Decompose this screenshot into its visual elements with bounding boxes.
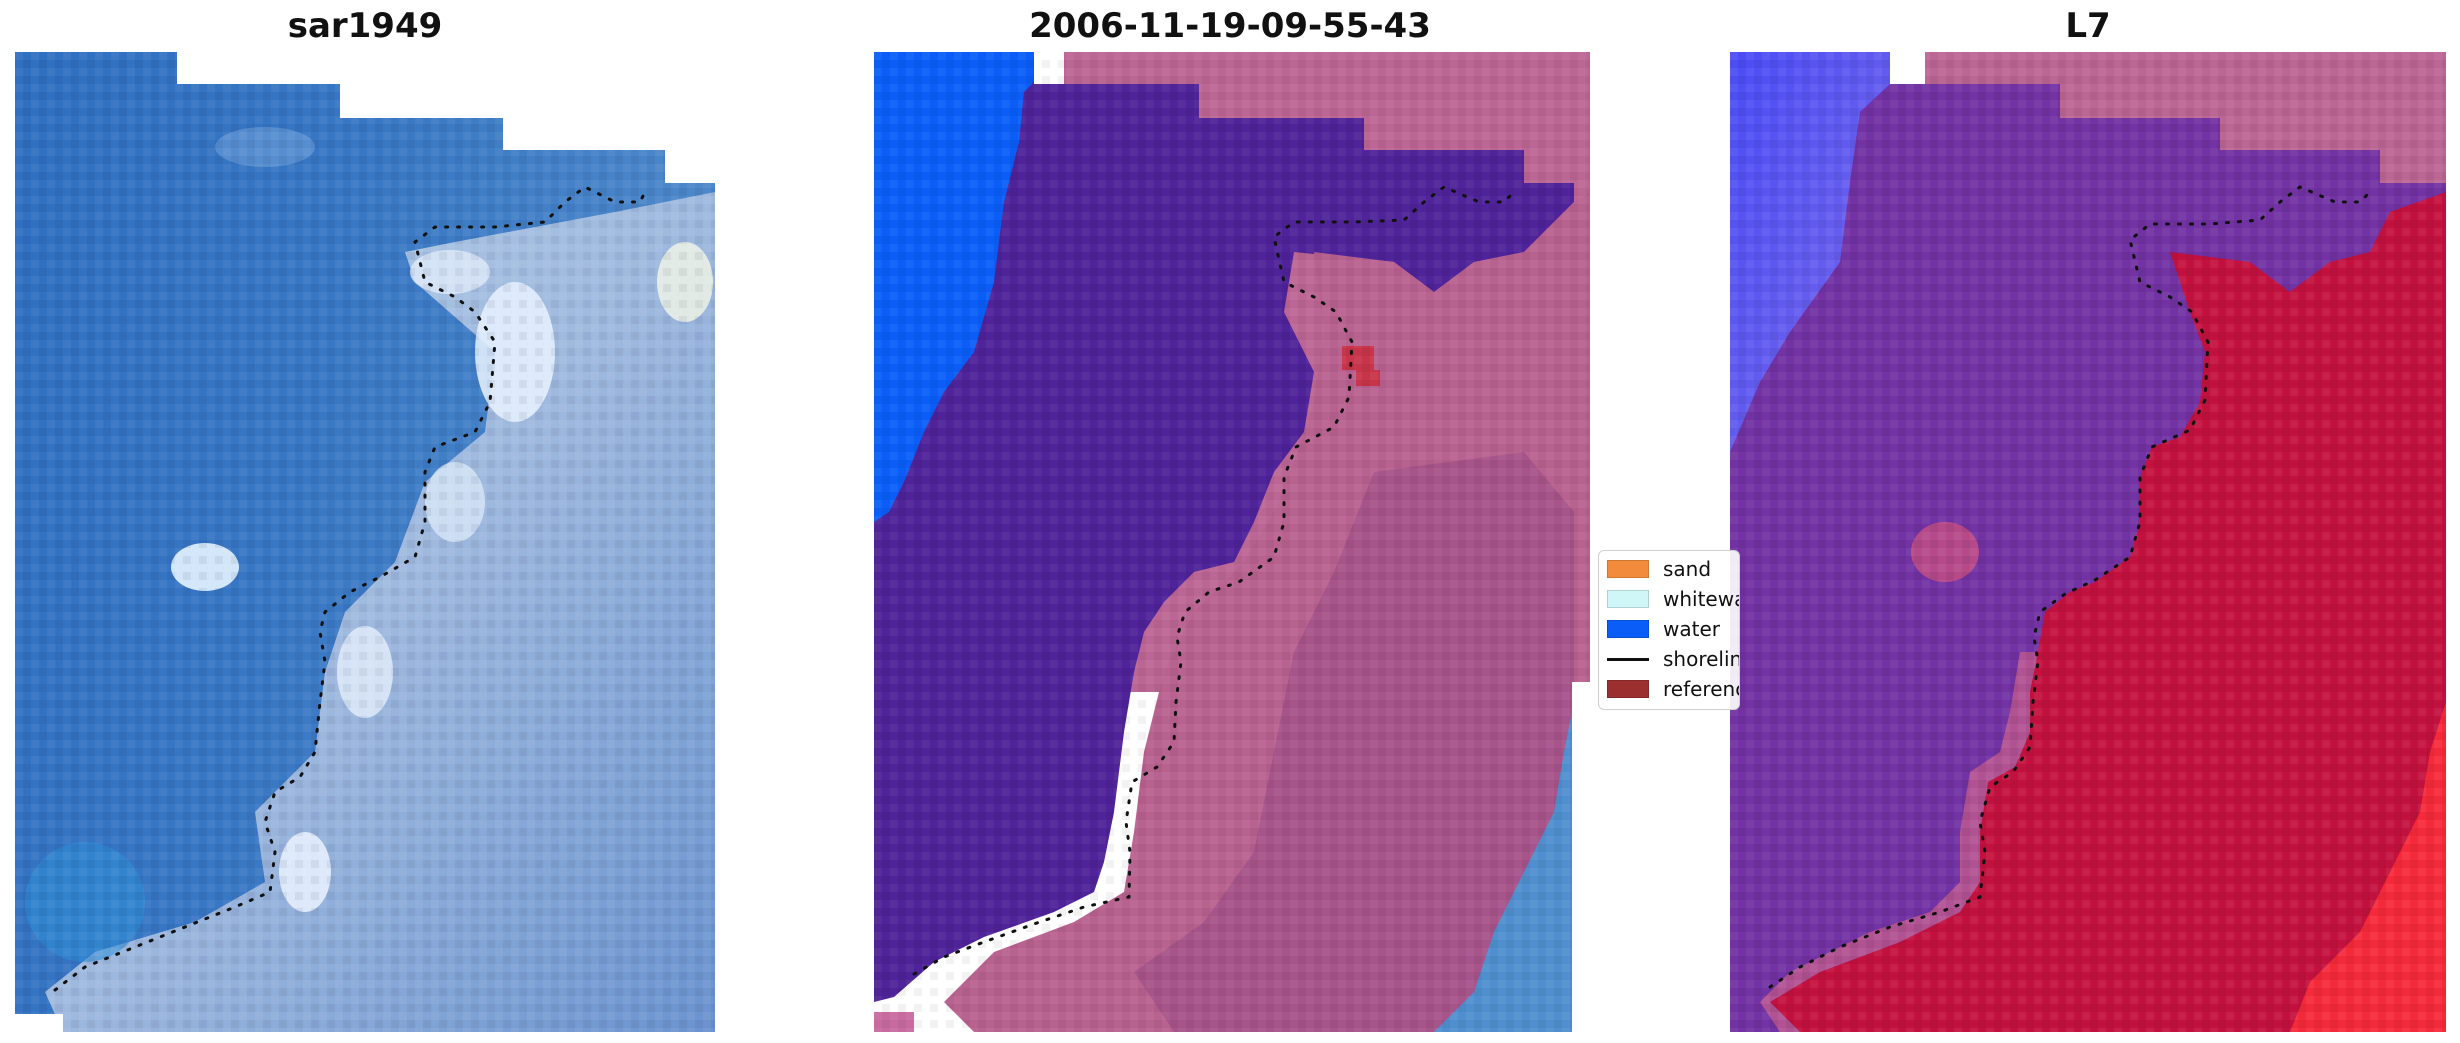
legend-item-water: water	[1607, 616, 1720, 642]
legend-item-whitewater: whitewater	[1607, 586, 1739, 612]
legend-label: reference shoreline buffer	[1663, 677, 1739, 701]
legend-label: shoreline	[1663, 647, 1739, 671]
legend-label: water	[1663, 617, 1720, 641]
legend-item-shoreline: shoreline	[1607, 646, 1739, 672]
panel-title-date: 2006-11-19-09-55-43	[1029, 6, 1431, 46]
reference-buffer-swatch	[1607, 680, 1649, 698]
legend-item-reference-buffer: reference shoreline buffer	[1607, 676, 1739, 702]
sand-swatch	[1607, 560, 1649, 578]
whitewater-swatch	[1607, 590, 1649, 608]
legend-item-sand: sand	[1607, 556, 1711, 582]
classified-image	[874, 52, 1590, 1032]
water-swatch	[1607, 620, 1649, 638]
index-image	[1730, 52, 2446, 1032]
shoreline-line-icon	[1607, 650, 1649, 668]
legend-label: sand	[1663, 557, 1712, 581]
legend-label: whitewater	[1663, 587, 1739, 611]
legend: sand whitewater water shoreline referenc…	[1598, 550, 1740, 710]
panel-title-l7: L7	[2065, 6, 2111, 46]
rgb-satellite-image	[15, 52, 715, 1032]
panel-title-sar1949: sar1949	[287, 6, 443, 46]
